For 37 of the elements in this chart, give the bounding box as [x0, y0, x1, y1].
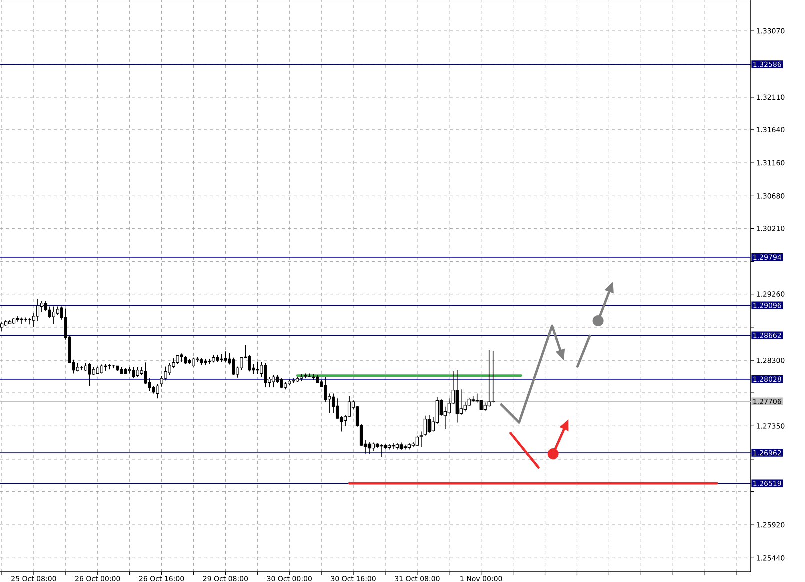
candlestick [456, 370, 459, 424]
candlestick [224, 351, 228, 364]
candlestick [464, 402, 467, 412]
candlestick [156, 384, 160, 399]
candlestick [52, 306, 56, 324]
candlestick [488, 350, 491, 408]
candlestick [36, 298, 40, 322]
candlestick [144, 362, 148, 384]
candlestick [40, 300, 44, 313]
candlestick [492, 350, 495, 404]
candlestick [308, 373, 312, 378]
candlestick [480, 400, 483, 411]
candlestick [48, 306, 52, 319]
candlestick [248, 354, 252, 372]
candlestick [88, 362, 92, 387]
candlestick [272, 374, 276, 388]
candlestick [420, 431, 424, 448]
candlestick [80, 366, 84, 371]
candlestick [132, 367, 136, 379]
candlestick [256, 362, 260, 375]
candlestick [416, 436, 420, 447]
candlestick [336, 398, 340, 420]
candlestick [136, 367, 140, 378]
candlestick [460, 389, 463, 416]
candlestick [368, 442, 372, 455]
candlestick [264, 362, 268, 388]
candlestick [168, 362, 172, 376]
candlestick [324, 376, 328, 402]
candlestick [304, 373, 308, 379]
candlestick [428, 414, 432, 434]
candlestick [380, 444, 384, 458]
candlestick [424, 415, 428, 436]
candlestick [164, 366, 168, 382]
candlestick [348, 396, 352, 418]
candlestick [300, 374, 304, 382]
candlestick [240, 356, 244, 371]
candlestick [232, 357, 236, 376]
